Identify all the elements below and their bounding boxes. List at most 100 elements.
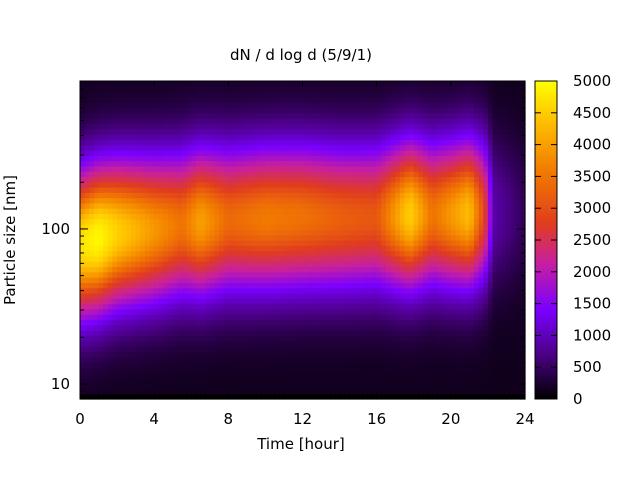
heatmap-cell: [135, 330, 141, 336]
heatmap-cell: [191, 128, 197, 135]
heatmap-cell: [112, 91, 118, 98]
heatmap-cell: [265, 192, 271, 199]
heatmap-cell: [339, 261, 345, 268]
heatmap-cell: [399, 187, 406, 193]
heatmap-cell: [446, 91, 452, 98]
heatmap-cell: [372, 240, 378, 246]
heatmap-cell: [154, 367, 160, 374]
heatmap-cell: [149, 96, 155, 103]
heatmap-cell: [441, 367, 447, 374]
heatmap-cell: [334, 160, 341, 167]
heatmap-cell: [460, 155, 466, 162]
heatmap-cell: [163, 351, 169, 358]
heatmap-cell: [339, 356, 345, 363]
heatmap-cell: [390, 266, 396, 273]
heatmap-cell: [427, 144, 433, 151]
heatmap-cell: [381, 112, 387, 119]
heatmap-cell: [381, 102, 387, 109]
heatmap-cell: [283, 134, 290, 140]
heatmap-cell: [172, 213, 178, 220]
heatmap-cell: [130, 149, 137, 156]
heatmap-cell: [385, 171, 392, 177]
heatmap-cell: [214, 303, 220, 310]
heatmap-cell: [144, 202, 151, 209]
heatmap-cell: [177, 149, 183, 156]
heatmap-cell: [246, 240, 253, 246]
heatmap-cell: [232, 197, 239, 204]
heatmap-cell: [297, 102, 304, 109]
heatmap-cell: [195, 144, 202, 151]
heatmap-cell: [376, 139, 382, 146]
heatmap-cell: [385, 149, 392, 156]
heatmap-cell: [362, 383, 368, 389]
heatmap-cell: [93, 91, 100, 98]
heatmap-cell: [228, 308, 234, 315]
heatmap-cell: [450, 229, 457, 236]
heatmap-cell: [181, 187, 188, 193]
heatmap-cell: [279, 171, 285, 177]
heatmap-cell: [348, 171, 355, 177]
heatmap-cell: [353, 255, 359, 262]
heatmap-cell: [251, 96, 257, 103]
heatmap-cell: [130, 361, 137, 368]
heatmap-cell: [455, 107, 461, 114]
heatmap-cell: [436, 287, 443, 294]
heatmap-cell: [455, 197, 461, 204]
heatmap-cell: [293, 86, 299, 93]
heatmap-cell: [358, 149, 364, 156]
heatmap-cell: [381, 128, 387, 135]
heatmap-cell: [376, 107, 382, 114]
heatmap-cell: [339, 287, 345, 294]
heatmap-cell: [126, 192, 132, 199]
heatmap-cell: [362, 229, 368, 236]
heatmap-cell: [181, 229, 188, 236]
heatmap-cell: [256, 388, 262, 395]
heatmap-cell: [191, 118, 197, 124]
heatmap-cell: [293, 171, 299, 177]
heatmap-cell: [80, 335, 86, 342]
heatmap-cell: [395, 234, 401, 241]
heatmap-cell: [200, 346, 206, 352]
heatmap-cell: [163, 393, 169, 400]
heatmap-cell: [135, 213, 141, 220]
heatmap-cell: [348, 266, 355, 273]
heatmap-cell: [311, 330, 318, 336]
heatmap-cell: [381, 308, 387, 315]
heatmap-cell: [413, 255, 419, 262]
heatmap-cell: [455, 383, 461, 389]
heatmap-cell: [177, 372, 183, 379]
heatmap-cell: [186, 303, 192, 310]
heatmap-cell: [325, 149, 331, 156]
heatmap-cell: [98, 155, 104, 162]
heatmap-cell: [84, 356, 90, 363]
heatmap-cell: [344, 261, 350, 268]
heatmap-cell: [98, 324, 104, 331]
heatmap-cell: [107, 383, 114, 389]
heatmap-cell: [270, 224, 276, 230]
heatmap-cell: [455, 96, 461, 103]
heatmap-cell: [279, 202, 285, 209]
heatmap-cell: [89, 91, 95, 98]
heatmap-cell: [450, 208, 457, 215]
heatmap-cell: [163, 144, 169, 151]
heatmap-cell: [372, 308, 378, 315]
heatmap-cell: [362, 149, 368, 156]
heatmap-cell: [432, 218, 438, 225]
heatmap-cell: [103, 234, 109, 241]
heatmap-cell: [181, 319, 188, 326]
heatmap-cell: [460, 271, 466, 278]
heatmap-cell: [209, 367, 216, 374]
heatmap-cell: [455, 165, 461, 172]
heatmap-cell: [140, 202, 146, 209]
heatmap-cell: [413, 224, 419, 230]
heatmap-cell: [460, 208, 466, 215]
heatmap-cell: [158, 277, 165, 283]
heatmap-cell: [344, 144, 350, 151]
heatmap-cell: [274, 160, 280, 167]
heatmap-cell: [130, 293, 137, 299]
heatmap-cell: [297, 202, 304, 209]
heatmap-cell: [80, 91, 86, 98]
heatmap-cell: [409, 271, 415, 278]
heatmap-cell: [103, 96, 109, 103]
heatmap-cell: [154, 250, 160, 257]
